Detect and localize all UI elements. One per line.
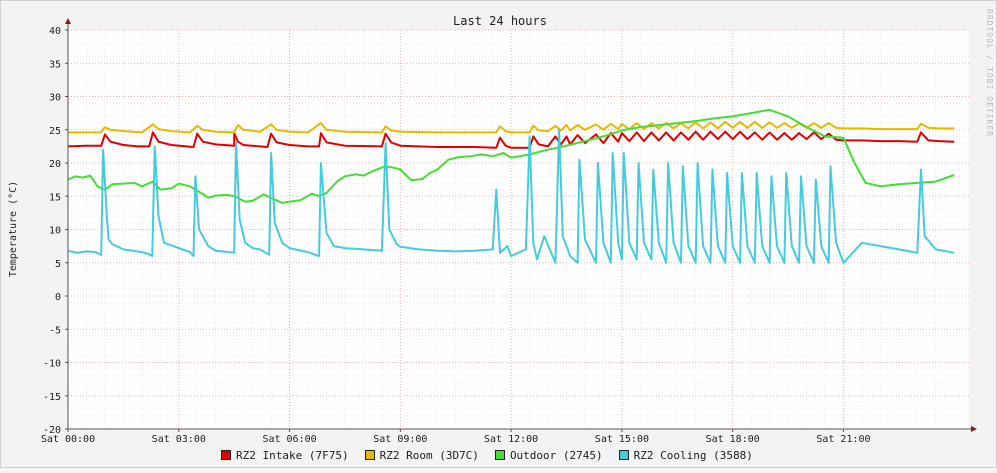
series-line-3: [67, 128, 955, 264]
x-tick-label: Sat 21:00: [816, 434, 870, 445]
legend-label: Outdoor (2745): [509, 448, 603, 462]
y-tick-label: -10: [43, 359, 61, 370]
axes: [65, 18, 977, 432]
y-axis-label: Temperature (°C): [8, 181, 19, 277]
series-line-2: [67, 108, 955, 204]
rrdtool-watermark: RRDTOOL / TOBI OETIKER: [985, 9, 994, 137]
x-tick-label: Sat 09:00: [373, 434, 427, 445]
y-tick-label: 10: [49, 226, 61, 237]
y-tick-label: 30: [49, 93, 61, 104]
legend-swatch: [494, 450, 505, 460]
y-tick-label: 35: [49, 59, 61, 70]
y-axis-arrow: [65, 18, 71, 24]
y-tick-label: 5: [55, 259, 61, 270]
legend-label: RZ2 Room (3D7C): [379, 448, 479, 462]
y-tick-label: 40: [49, 26, 61, 37]
y-tick-label: 15: [49, 192, 61, 203]
x-tick-label: Sat 00:00: [41, 434, 95, 445]
grid: [67, 29, 969, 430]
x-axis-arrow: [971, 426, 977, 432]
legend-item: RZ2 Cooling (3588): [618, 448, 753, 462]
legend: RZ2 Intake (7F75) RZ2 Room (3D7C) Outdoor …: [221, 447, 753, 463]
series-line-1: [68, 120, 955, 134]
x-tick-label: Sat 15:00: [595, 434, 649, 445]
legend-label: RZ2 Intake (7F75): [236, 448, 349, 462]
legend-item: RZ2 Room (3D7C): [364, 448, 479, 462]
y-tick-label: -5: [49, 325, 61, 336]
y-tick-label: 25: [49, 126, 61, 137]
legend-swatch: [618, 450, 629, 460]
x-tick-label: Sat 12:00: [484, 434, 538, 445]
legend-item: RZ2 Intake (7F75): [221, 449, 349, 462]
chart-title: Last 24 hours: [453, 14, 547, 28]
series-line-0: [67, 130, 955, 149]
x-tick-label: Sat 06:00: [262, 434, 316, 445]
series-layer: [67, 108, 955, 264]
y-tick-label: -15: [43, 392, 61, 403]
legend-swatch: [221, 450, 231, 460]
y-tick-label: 20: [49, 159, 61, 170]
legend-swatch: [364, 450, 375, 460]
x-tick-label: Sat 03:00: [152, 434, 206, 445]
x-tick-label: Sat 18:00: [706, 434, 760, 445]
y-tick-label: -20: [43, 425, 61, 436]
y-tick-label: 0: [55, 292, 61, 303]
legend-item: Outdoor (2745): [494, 448, 603, 462]
legend-label: RZ2 Cooling (3588): [633, 448, 753, 462]
